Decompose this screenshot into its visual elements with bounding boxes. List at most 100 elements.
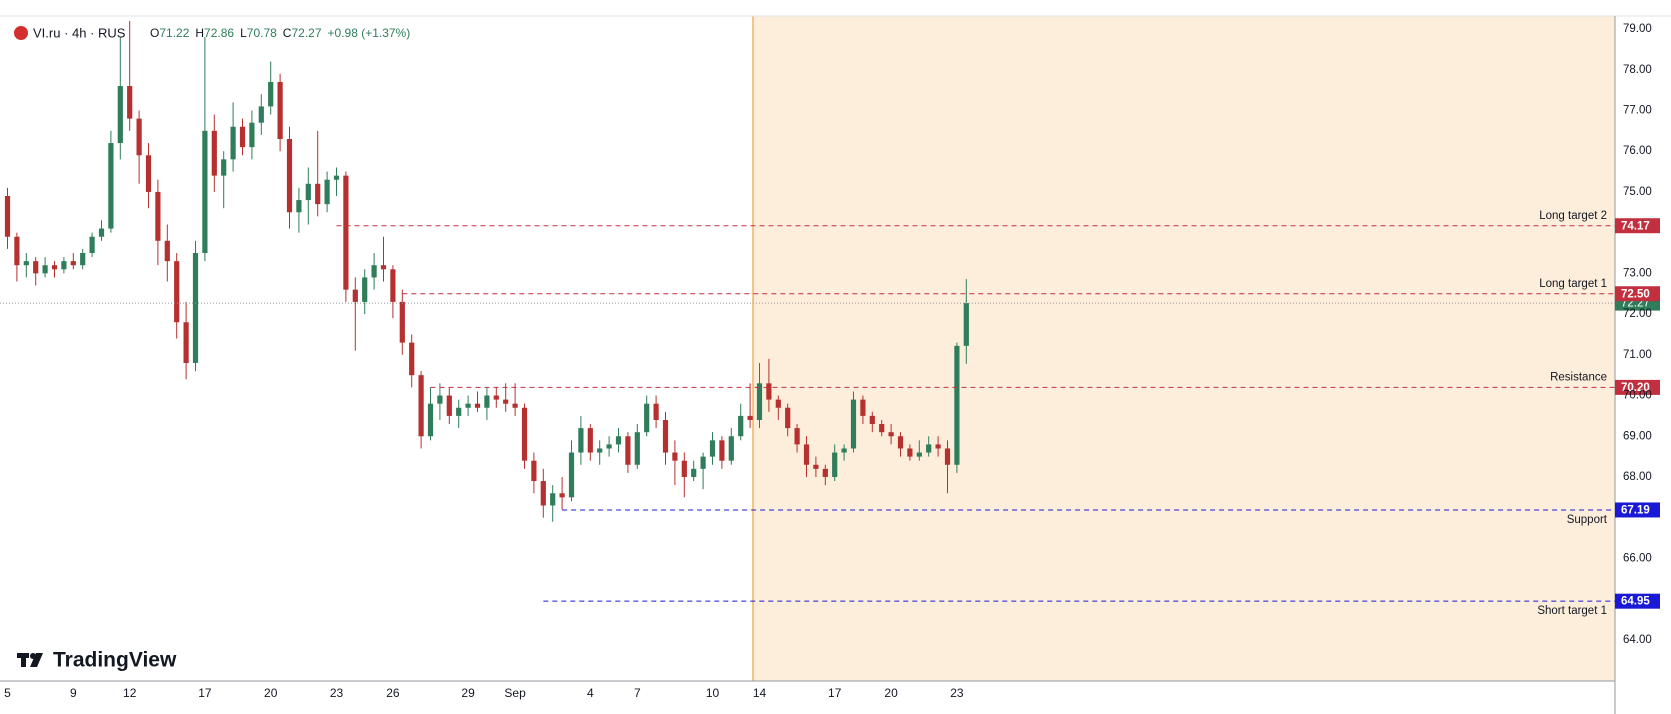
x-tick-label: 14: [753, 686, 767, 700]
candle-body: [756, 383, 763, 420]
level-label: Support: [1567, 514, 1608, 526]
level-tag: [1615, 379, 1660, 395]
level-label: Long target 2: [1539, 210, 1607, 222]
candle-body: [766, 383, 772, 400]
x-tick-label: 17: [828, 686, 842, 700]
x-tick-label: 23: [330, 686, 344, 700]
candle-body: [183, 322, 189, 363]
candle-body: [474, 403, 481, 408]
candle-body: [33, 261, 39, 274]
ohlc-value: 72.86: [204, 26, 234, 40]
candle-body: [61, 261, 67, 270]
x-tick-label: 17: [198, 686, 212, 700]
candle-body: [625, 436, 631, 465]
candle-body: [465, 403, 471, 408]
y-tick-label: 71.00: [1623, 349, 1652, 361]
candle-body: [963, 303, 969, 346]
candle-body: [954, 345, 960, 465]
candle-body: [333, 175, 340, 180]
candle-body: [390, 269, 396, 302]
candle-body: [512, 403, 518, 408]
ohlc-prefix: O: [150, 26, 159, 40]
candle-body: [42, 265, 48, 274]
candle-body: [860, 399, 866, 416]
level-value: 64.95: [1621, 596, 1650, 608]
candle-body: [174, 261, 180, 323]
x-tick-label: 4: [587, 686, 594, 700]
candle-body: [399, 301, 405, 343]
level-tag: [1615, 502, 1660, 518]
candle-body: [164, 240, 170, 262]
candle-body: [850, 399, 857, 449]
y-tick-label: 77.00: [1623, 105, 1652, 117]
level-value: 72.50: [1621, 288, 1650, 300]
candle-body: [127, 86, 133, 119]
x-tick-label: 20: [884, 686, 898, 700]
candle-body: [897, 436, 904, 449]
candle-body: [4, 195, 11, 237]
candle-body: [239, 126, 246, 148]
candle-body: [296, 200, 302, 213]
candle-body: [700, 456, 706, 469]
candle-body: [672, 452, 678, 461]
candle-body: [221, 159, 227, 176]
candle-body: [747, 415, 753, 420]
change: +0.98 (+1.37%): [328, 26, 411, 40]
candle-body: [550, 493, 556, 506]
candle-body: [51, 265, 58, 270]
candle-body: [869, 415, 875, 425]
candle-body: [803, 444, 810, 465]
x-tick-label: 20: [264, 686, 278, 700]
candle-body: [23, 261, 29, 266]
candle-body: [644, 403, 650, 433]
x-tick-label: 29: [461, 686, 475, 700]
candle-body: [427, 403, 434, 437]
y-tick-label: 64.00: [1623, 634, 1652, 646]
level-tag: [1615, 218, 1660, 234]
candle-body: [315, 183, 321, 205]
candle-body: [268, 81, 274, 107]
candle-body: [89, 236, 95, 254]
candle-body: [343, 175, 349, 290]
highlight-zone: [753, 16, 1615, 681]
ohlc-prefix: C: [283, 26, 292, 40]
candle-body: [907, 448, 913, 457]
y-tick-label: 79.00: [1623, 23, 1652, 35]
candle-body: [371, 265, 377, 278]
candle-body: [606, 444, 612, 449]
y-tick-label: 76.00: [1623, 145, 1652, 157]
candle-body: [305, 183, 311, 201]
candle-body: [634, 432, 640, 465]
candle-body: [493, 395, 499, 400]
watermark: TradingView: [53, 649, 177, 672]
symbol-title: VI.ru · 4h · RUS: [33, 25, 126, 40]
x-tick-label: 12: [123, 686, 137, 700]
symbol-icon: [14, 26, 28, 40]
candle-body: [540, 481, 546, 506]
candle-body: [794, 428, 800, 445]
candle-body: [597, 448, 603, 453]
price-axis: 64.00 66.00 68.00 69.00 70.00 71.00 72.00 73.00…: [1623, 23, 1652, 646]
candle-body: [916, 452, 922, 457]
level-label: Short target 1: [1537, 605, 1607, 617]
candle-body: [352, 289, 358, 302]
y-tick-label: 69.00: [1623, 430, 1652, 442]
candle-body: [813, 464, 819, 469]
y-tick-label: 73.00: [1623, 267, 1652, 279]
candle-body: [136, 118, 142, 156]
candle-body: [484, 395, 490, 408]
candle-body: [258, 106, 264, 123]
candle-body: [568, 452, 575, 498]
candle-body: [277, 81, 283, 139]
candle-body: [380, 265, 387, 270]
candle-body: [728, 436, 734, 461]
candles: [4, 20, 969, 522]
candle-body: [681, 460, 687, 477]
y-tick-label: 68.00: [1623, 471, 1652, 483]
candle-body: [155, 191, 161, 241]
candle-body: [70, 261, 76, 266]
x-tick-label: 23: [950, 686, 964, 700]
candle-body: [719, 440, 725, 461]
